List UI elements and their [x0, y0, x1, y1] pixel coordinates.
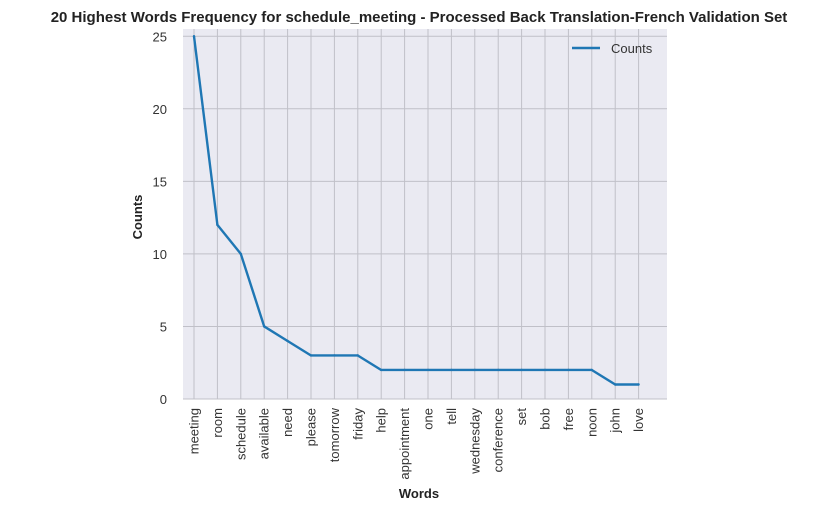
- data-point: [356, 354, 359, 357]
- x-axis-ticks: meeting room schedule available need please to…: [187, 407, 647, 479]
- x-tick-label: wednesday: [467, 408, 482, 475]
- x-tick-label: love: [631, 408, 646, 432]
- data-point: [309, 354, 313, 357]
- data-point: [473, 368, 476, 372]
- legend-label-counts: Counts: [611, 41, 653, 56]
- x-tick-label: room: [210, 408, 225, 438]
- data-point: [520, 368, 523, 372]
- data-point: [637, 383, 640, 386]
- x-tick-label: friday: [350, 408, 365, 440]
- x-tick-label: need: [280, 408, 295, 437]
- data-point: [543, 368, 547, 372]
- x-tick-label: available: [257, 408, 272, 459]
- legend: Counts: [572, 41, 653, 56]
- series-layer: [192, 35, 640, 386]
- x-tick-label: free: [561, 408, 576, 430]
- grid-lines: [183, 29, 667, 400]
- x-tick-label: bob: [538, 408, 553, 430]
- x-tick-label: one: [421, 408, 436, 430]
- x-tick-label: tomorrow: [327, 407, 342, 462]
- x-tick-label: noon: [584, 408, 599, 437]
- data-point: [192, 35, 196, 38]
- data-point: [216, 223, 219, 227]
- x-tick-label: set: [514, 408, 529, 426]
- chart-title: 20 Highest Words Frequency for schedule_…: [51, 9, 788, 26]
- y-tick-label: 0: [160, 392, 167, 407]
- x-tick-label: tell: [444, 408, 459, 425]
- plot-area: [183, 29, 667, 399]
- y-tick-label: 15: [153, 174, 167, 189]
- x-tick-label: help: [374, 408, 389, 433]
- data-point: [614, 383, 617, 386]
- data-point: [239, 252, 242, 256]
- x-tick-label: appointment: [397, 408, 412, 480]
- series-line-counts: [192, 36, 639, 386]
- x-tick-label: meeting: [187, 408, 202, 454]
- x-tick-label: please: [304, 408, 319, 446]
- data-point: [450, 368, 453, 372]
- data-point: [567, 368, 570, 372]
- x-tick-label: conference: [491, 408, 506, 472]
- data-point: [333, 354, 336, 357]
- x-axis-label: Words: [399, 486, 439, 501]
- y-tick-label: 20: [153, 102, 167, 117]
- y-tick-label: 5: [160, 319, 167, 334]
- data-point: [286, 339, 289, 343]
- data-point: [426, 368, 430, 372]
- x-tick-label: schedule: [233, 408, 248, 460]
- data-point: [380, 368, 383, 372]
- data-point: [590, 368, 593, 372]
- y-axis-ticks: 0 5 10 15 20 25: [153, 29, 167, 407]
- y-axis-label: Counts: [130, 195, 145, 240]
- y-tick-label: 25: [153, 29, 167, 44]
- data-point: [497, 368, 500, 372]
- y-tick-label: 10: [153, 247, 167, 262]
- data-point: [263, 325, 266, 328]
- data-point: [403, 368, 406, 372]
- x-tick-label: john: [608, 408, 623, 434]
